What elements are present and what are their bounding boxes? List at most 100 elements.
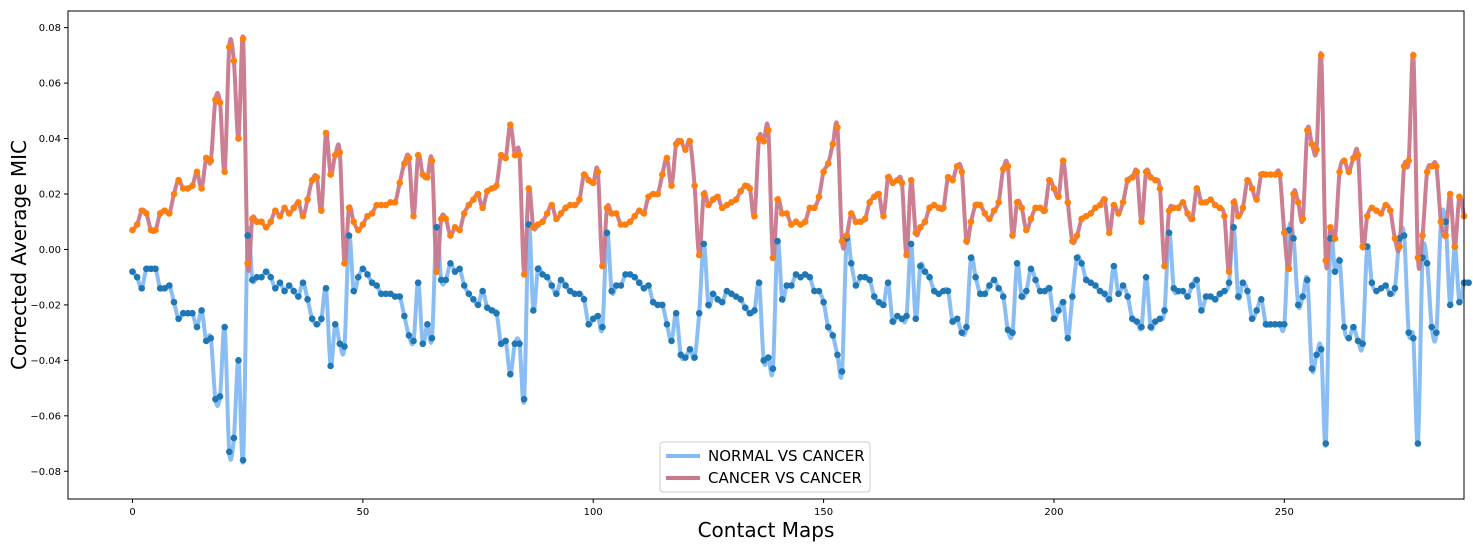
point-normal-vs-cancer (1198, 307, 1205, 314)
point-normal-vs-cancer (769, 365, 777, 372)
point-cancer-vs-cancer (695, 251, 703, 259)
point-normal-vs-cancer (147, 265, 155, 273)
point-cancer-vs-cancer (1216, 204, 1224, 212)
point-cancer-vs-cancer (852, 218, 860, 226)
point-normal-vs-cancer (953, 315, 961, 323)
point-cancer-vs-cancer (354, 226, 362, 234)
point-normal-vs-cancer (239, 456, 247, 464)
point-cancer-vs-cancer (1064, 199, 1072, 206)
point-cancer-vs-cancer (963, 237, 970, 245)
point-normal-vs-cancer (460, 282, 468, 289)
point-cancer-vs-cancer (1313, 146, 1320, 153)
point-normal-vs-cancer (709, 290, 717, 298)
point-cancer-vs-cancer (1087, 210, 1095, 217)
point-normal-vs-cancer (166, 282, 173, 289)
point-normal-vs-cancer (562, 282, 569, 289)
point-normal-vs-cancer (1248, 315, 1256, 323)
point-cancer-vs-cancer (751, 212, 758, 220)
point-cancer-vs-cancer (1013, 199, 1021, 206)
point-normal-vs-cancer (548, 282, 556, 289)
point-normal-vs-cancer (903, 312, 910, 320)
point-cancer-vs-cancer (272, 207, 279, 214)
point-cancer-vs-cancer (1193, 185, 1201, 192)
point-cancer-vs-cancer (548, 201, 556, 209)
point-normal-vs-cancer (198, 307, 205, 314)
point-cancer-vs-cancer (147, 226, 155, 234)
point-normal-vs-cancer (272, 284, 279, 292)
point-cancer-vs-cancer (304, 196, 311, 203)
point-normal-vs-cancer (1304, 276, 1311, 284)
point-cancer-vs-cancer (1009, 232, 1016, 239)
point-cancer-vs-cancer (507, 121, 514, 128)
x-tick-label: 150 (814, 507, 833, 518)
point-cancer-vs-cancer (1156, 185, 1164, 192)
point-cancer-vs-cancer (1004, 162, 1012, 170)
point-cancer-vs-cancer (460, 210, 468, 217)
point-normal-vs-cancer (170, 298, 178, 306)
point-normal-vs-cancer (1073, 254, 1081, 262)
point-cancer-vs-cancer (1262, 171, 1270, 178)
y-tick-label: 0.08 (39, 23, 61, 34)
point-cancer-vs-cancer (976, 201, 984, 209)
y-tick-label: −0.06 (30, 411, 61, 422)
point-normal-vs-cancer (1331, 268, 1339, 275)
point-normal-vs-cancer (414, 279, 422, 287)
point-cancer-vs-cancer (336, 149, 344, 156)
point-normal-vs-cancer (1290, 235, 1297, 242)
point-normal-vs-cancer (1253, 307, 1260, 314)
point-normal-vs-cancer (880, 301, 887, 309)
point-normal-vs-cancer (442, 276, 450, 284)
point-cancer-vs-cancer (958, 168, 966, 176)
point-normal-vs-cancer (1202, 293, 1210, 300)
point-normal-vs-cancer (1027, 265, 1035, 273)
point-normal-vs-cancer (285, 282, 293, 289)
point-cancer-vs-cancer (350, 218, 357, 226)
point-cancer-vs-cancer (935, 204, 943, 212)
point-normal-vs-cancer (516, 340, 523, 348)
point-cancer-vs-cancer (401, 160, 408, 167)
point-cancer-vs-cancer (843, 232, 850, 239)
point-cancer-vs-cancer (1198, 199, 1205, 206)
point-cancer-vs-cancer (820, 168, 827, 176)
point-normal-vs-cancer (608, 287, 615, 295)
point-cancer-vs-cancer (1188, 215, 1196, 223)
series-line-normal-vs-cancer (130, 207, 1471, 465)
point-normal-vs-cancer (359, 265, 367, 273)
point-normal-vs-cancer (1179, 287, 1187, 295)
point-cancer-vs-cancer (520, 271, 528, 278)
point-normal-vs-cancer (783, 282, 791, 289)
point-cancer-vs-cancer (166, 210, 173, 217)
y-tick-label: 0.00 (39, 245, 61, 256)
point-normal-vs-cancer (1013, 260, 1021, 267)
point-normal-vs-cancer (659, 301, 666, 309)
point-cancer-vs-cancer (405, 154, 413, 162)
point-normal-vs-cancer (318, 315, 325, 323)
point-normal-vs-cancer (654, 301, 662, 309)
point-cancer-vs-cancer (198, 185, 205, 192)
point-normal-vs-cancer (216, 393, 224, 400)
x-axis-label: Contact Maps (698, 518, 835, 542)
point-normal-vs-cancer (1271, 321, 1279, 328)
point-normal-vs-cancer (313, 321, 321, 328)
point-cancer-vs-cancer (456, 226, 463, 234)
point-normal-vs-cancer (193, 323, 201, 331)
point-cancer-vs-cancer (866, 199, 873, 206)
point-normal-vs-cancer (396, 293, 404, 300)
point-normal-vs-cancer (295, 293, 302, 300)
point-cancer-vs-cancer (1322, 257, 1330, 264)
point-cancer-vs-cancer (470, 196, 477, 203)
point-normal-vs-cancer (1059, 298, 1067, 306)
point-normal-vs-cancer (401, 312, 408, 320)
point-normal-vs-cancer (184, 309, 192, 317)
point-normal-vs-cancer (751, 307, 758, 314)
point-cancer-vs-cancer (1234, 212, 1242, 220)
point-normal-vs-cancer (1382, 282, 1389, 289)
point-cancer-vs-cancer (649, 190, 657, 198)
point-cancer-vs-cancer (290, 204, 298, 212)
point-normal-vs-cancer (686, 345, 694, 353)
point-normal-vs-cancer (341, 343, 348, 350)
point-cancer-vs-cancer (1281, 229, 1288, 237)
point-normal-vs-cancer (138, 284, 146, 292)
point-normal-vs-cancer (276, 279, 284, 287)
